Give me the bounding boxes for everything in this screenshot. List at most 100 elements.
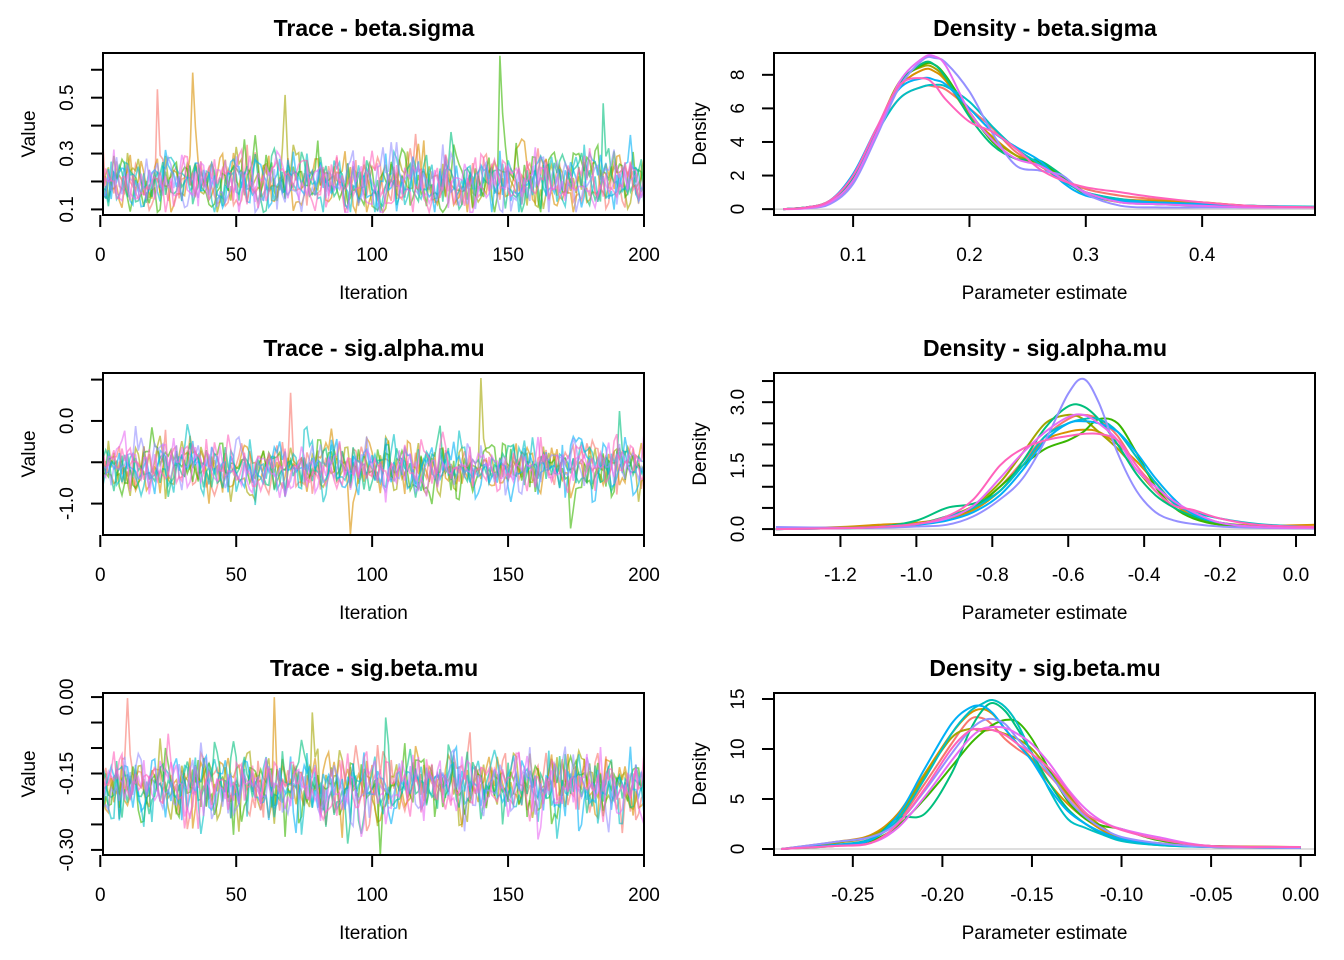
plot-title: Density - sig.beta.mu bbox=[929, 655, 1160, 681]
plot-title: Trace - beta.sigma bbox=[274, 15, 475, 41]
y-tick-label: 4 bbox=[728, 136, 749, 147]
density-line-9 bbox=[775, 413, 1315, 531]
y-tick-label: 0.0 bbox=[728, 516, 749, 542]
plot-frame bbox=[773, 52, 1316, 216]
density-line-6 bbox=[781, 698, 1301, 850]
x-axis-label: Parameter estimate bbox=[962, 923, 1128, 944]
y-axis-label: Value bbox=[19, 110, 40, 157]
x-tick-label: -0.2 bbox=[1204, 565, 1237, 586]
y-tick-label: 0.5 bbox=[57, 84, 78, 110]
trace-sig-alpha-mu: Trace - sig.alpha.mu Iteration Value 0 50 100… bbox=[19, 335, 660, 624]
series-group bbox=[774, 698, 1315, 850]
y-tick-label: -1.0 bbox=[57, 487, 78, 520]
x-tick-label: 50 bbox=[226, 885, 247, 906]
plot-frame bbox=[102, 52, 645, 216]
series-group bbox=[102, 377, 645, 535]
x-tick-label: 150 bbox=[492, 245, 524, 266]
x-axis-label: Iteration bbox=[339, 603, 408, 624]
x-tick-label: 0.00 bbox=[1282, 885, 1319, 906]
trace-line-9 bbox=[102, 430, 645, 503]
x-axis: 0.1 0.2 0.3 0.4 bbox=[840, 215, 1216, 266]
density-line-8 bbox=[781, 717, 1301, 850]
x-tick-label: 0.4 bbox=[1189, 245, 1216, 266]
x-tick-label: 100 bbox=[356, 245, 388, 266]
x-axis: -0.25 -0.20 -0.15 -0.10 -0.05 0.00 bbox=[831, 855, 1319, 906]
trace-line-3 bbox=[102, 377, 645, 504]
density-line-10 bbox=[775, 432, 1315, 531]
density-line-5 bbox=[783, 60, 1315, 211]
plot-title: Density - sig.alpha.mu bbox=[923, 335, 1167, 361]
x-tick-label: 200 bbox=[628, 565, 660, 586]
x-tick-label: -0.05 bbox=[1189, 885, 1232, 906]
x-axis: -1.2 -1.0 -0.8 -0.6 -0.4 -0.2 0.0 bbox=[824, 535, 1309, 586]
x-tick-label: -1.0 bbox=[900, 565, 933, 586]
x-tick-label: -0.20 bbox=[921, 885, 964, 906]
x-tick-label: 0.1 bbox=[840, 245, 866, 266]
x-tick-label: 0.2 bbox=[956, 245, 982, 266]
y-axis-label: Value bbox=[19, 430, 40, 477]
series-group bbox=[774, 377, 1315, 531]
x-axis-label: Iteration bbox=[339, 283, 408, 304]
series-group bbox=[774, 54, 1315, 211]
y-tick-label: 1.5 bbox=[728, 452, 749, 478]
y-tick-label: 2 bbox=[728, 170, 749, 181]
y-axis: 0 5 10 15 bbox=[728, 688, 774, 854]
plot-title: Density - beta.sigma bbox=[933, 15, 1157, 41]
y-tick-label: 0 bbox=[728, 844, 749, 855]
x-tick-label: 0.3 bbox=[1073, 245, 1099, 266]
x-axis: 0 50 100 150 200 bbox=[95, 215, 660, 266]
x-tick-label: 150 bbox=[492, 885, 524, 906]
x-tick-label: -1.2 bbox=[824, 565, 857, 586]
density-line-9 bbox=[781, 725, 1301, 850]
density-line-5 bbox=[775, 403, 1315, 531]
x-tick-label: 0 bbox=[95, 565, 106, 586]
trace-line-2 bbox=[102, 428, 645, 535]
y-axis-label: Density bbox=[690, 422, 711, 486]
plot-frame bbox=[773, 372, 1316, 536]
density-line-2 bbox=[775, 428, 1315, 531]
density-line-1 bbox=[783, 84, 1315, 211]
trace-line-9 bbox=[102, 746, 645, 840]
x-tick-label: 0.0 bbox=[1283, 565, 1309, 586]
y-tick-label: 15 bbox=[728, 688, 749, 709]
x-tick-label: -0.6 bbox=[1052, 565, 1085, 586]
y-tick-label: 0 bbox=[728, 204, 749, 215]
y-tick-label: 0.1 bbox=[57, 196, 78, 222]
x-tick-label: -0.25 bbox=[831, 885, 874, 906]
density-line-6 bbox=[783, 83, 1315, 211]
density-line-3 bbox=[781, 727, 1301, 850]
plot-frame bbox=[773, 692, 1316, 856]
y-tick-label: 10 bbox=[728, 738, 749, 759]
density-line-2 bbox=[783, 67, 1315, 211]
x-tick-label: 200 bbox=[628, 885, 660, 906]
y-tick-label: 8 bbox=[728, 70, 749, 81]
y-axis: 0.00 -0.15 -0.30 bbox=[57, 679, 103, 872]
x-tick-label: 0 bbox=[95, 245, 106, 266]
density-line-4 bbox=[781, 718, 1301, 850]
x-tick-label: 50 bbox=[226, 565, 247, 586]
density-beta-sigma: Density - beta.sigma Parameter estimate De… bbox=[690, 15, 1316, 304]
trace-line-10 bbox=[102, 431, 645, 494]
x-tick-label: 150 bbox=[492, 565, 524, 586]
y-tick-label: 3.0 bbox=[728, 389, 749, 415]
density-line-8 bbox=[775, 377, 1315, 530]
y-axis-label: Value bbox=[19, 750, 40, 797]
density-line-10 bbox=[781, 727, 1301, 850]
x-axis-label: Parameter estimate bbox=[962, 603, 1128, 624]
y-tick-label: 0.0 bbox=[57, 408, 78, 434]
trace-line-4 bbox=[102, 55, 645, 214]
x-tick-label: -0.15 bbox=[1010, 885, 1053, 906]
x-tick-label: 100 bbox=[356, 565, 388, 586]
y-axis-label: Density bbox=[690, 102, 711, 166]
trace-line-10 bbox=[102, 147, 645, 216]
plot-title: Trace - sig.alpha.mu bbox=[263, 335, 484, 361]
density-line-1 bbox=[781, 716, 1301, 850]
density-line-6 bbox=[775, 416, 1315, 531]
trace-beta-sigma: Trace - beta.sigma Iteration Value 0 50 100 15… bbox=[19, 15, 660, 304]
y-tick-label: 6 bbox=[728, 103, 749, 114]
x-axis: 0 50 100 150 200 bbox=[95, 535, 660, 586]
y-tick-label: 5 bbox=[728, 794, 749, 805]
plot-title: Trace - sig.beta.mu bbox=[270, 655, 478, 681]
y-axis: 0 2 4 6 8 bbox=[728, 70, 774, 215]
